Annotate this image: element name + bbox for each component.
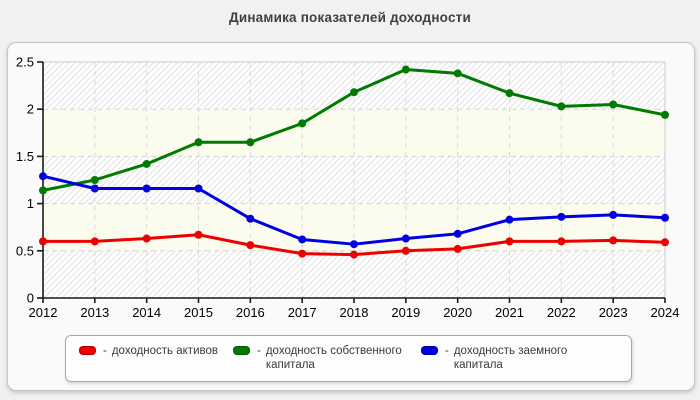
chart-title: Динамика показателей доходности xyxy=(229,10,471,25)
legend-dash: - xyxy=(445,345,449,357)
legend-item-assets: - доходность активов xyxy=(79,344,233,358)
legend-dash: - xyxy=(257,345,261,357)
legend-item-equity: - доходность собственного капитала xyxy=(233,344,421,372)
legend-swatch-red xyxy=(79,346,96,355)
legend-dash: - xyxy=(103,345,107,357)
legend-label-equity: доходность собственного капитала xyxy=(265,345,402,371)
legend-label-borrowed: доходность заемного капитала xyxy=(453,345,568,371)
legend-box: - доходность активов - доходность собств… xyxy=(65,335,632,382)
legend-swatch-blue xyxy=(421,346,438,355)
legend-swatch-green xyxy=(233,346,250,355)
legend-label-assets: доходность активов xyxy=(111,345,218,357)
legend-item-borrowed: - доходность заемного капитала xyxy=(421,344,631,372)
